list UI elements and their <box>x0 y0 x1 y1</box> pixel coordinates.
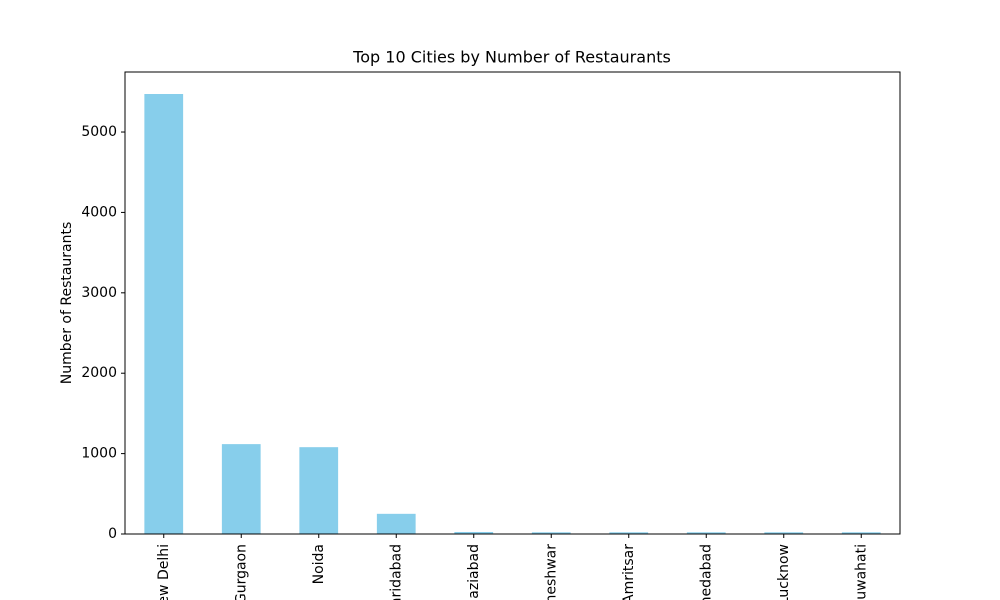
bar <box>686 532 726 534</box>
y-tick-label: 0 <box>108 526 117 542</box>
y-tick-label: 4000 <box>81 204 117 220</box>
y-tick-label: 5000 <box>81 124 117 140</box>
x-tick-label: Gurgaon <box>233 544 249 600</box>
y-tick-label: 3000 <box>81 285 117 301</box>
bar <box>454 531 494 534</box>
x-tick-label: Noida <box>311 544 327 584</box>
bar <box>221 444 261 534</box>
y-tick-label: 2000 <box>81 365 117 381</box>
bar <box>841 532 881 534</box>
plot-frame <box>124 71 901 535</box>
x-tick-label: Bhubaneshwar <box>543 544 559 600</box>
x-tick-label: Guwahati <box>853 544 869 600</box>
x-tick-label: Faridabad <box>388 544 404 600</box>
x-tick-label: New Delhi <box>156 544 172 600</box>
bar <box>609 532 649 534</box>
x-tick-label: Ghaziabad <box>466 544 482 600</box>
bar <box>299 447 339 534</box>
y-axis-label: Number of Restaurants <box>59 222 75 385</box>
bar <box>376 513 416 534</box>
bar <box>144 94 184 534</box>
x-tick-label: Lucknow <box>776 544 792 600</box>
x-tick-label: Ahmedabad <box>698 544 714 600</box>
bar <box>531 532 571 534</box>
y-tick-label: 1000 <box>81 446 117 462</box>
bar <box>764 532 804 534</box>
x-tick-label: Amritsar <box>621 544 637 600</box>
chart-title: Top 10 Cities by Number of Restaurants <box>352 48 671 67</box>
